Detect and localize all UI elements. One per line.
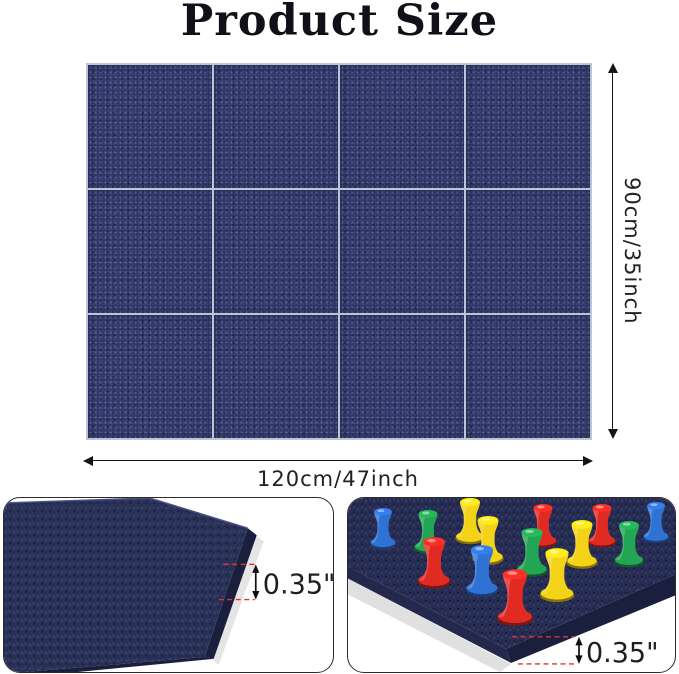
thickness-value: 0.35" bbox=[263, 570, 333, 601]
board-shadow bbox=[348, 578, 511, 672]
felt-tile bbox=[466, 315, 590, 438]
height-label-text: 90cm/35inch bbox=[620, 177, 644, 325]
push-pin-yellow bbox=[539, 548, 575, 603]
page-title: Product Size bbox=[180, 0, 499, 46]
felt-board-grid bbox=[86, 63, 592, 440]
felt-side-face bbox=[204, 528, 257, 659]
push-pin-red bbox=[496, 569, 534, 626]
felt-top-edge-highlight bbox=[4, 498, 248, 529]
felt-tile bbox=[214, 315, 338, 438]
thickness-arrow-down-icon bbox=[575, 655, 583, 664]
pins-detail-panel: 0.35" bbox=[347, 497, 676, 673]
thickness-detail-panel: 0.35" bbox=[3, 497, 334, 673]
push-pin-blue bbox=[369, 507, 397, 550]
felt-tile bbox=[340, 315, 464, 438]
height-dimension-label: 90cm/35inch bbox=[617, 64, 647, 438]
felt-tile bbox=[88, 65, 212, 188]
arrow-right-icon bbox=[583, 455, 593, 466]
height-arrow-line bbox=[612, 71, 613, 431]
felt-tile bbox=[466, 190, 590, 313]
felt-corner-illustration: 0.35" bbox=[4, 498, 333, 672]
push-pin-yellow bbox=[566, 520, 598, 569]
push-pin-green bbox=[614, 521, 644, 568]
felt-tile bbox=[340, 190, 464, 313]
felt-tile bbox=[214, 65, 338, 188]
arrow-left-icon bbox=[83, 455, 93, 466]
arrow-down-icon bbox=[607, 429, 618, 439]
push-pin-yellow bbox=[455, 498, 485, 545]
thickness-arrow-down-icon bbox=[252, 591, 260, 600]
width-arrow-line bbox=[91, 460, 585, 461]
push-pin-blue bbox=[465, 545, 499, 597]
pin-board-illustration: 0.35" bbox=[348, 498, 675, 672]
thickness-arrow-up-icon bbox=[252, 564, 260, 573]
felt-top-face bbox=[4, 498, 248, 672]
felt-tile bbox=[88, 190, 212, 313]
arrow-up-icon bbox=[607, 63, 618, 73]
board-right-side-face bbox=[506, 574, 675, 663]
board-left-side-face bbox=[348, 566, 511, 663]
felt-bottom-edge bbox=[24, 656, 214, 672]
felt-tile bbox=[214, 190, 338, 313]
push-pins-group bbox=[369, 498, 670, 626]
thickness-value: 0.35" bbox=[586, 638, 659, 669]
felt-corner-shadow bbox=[212, 536, 264, 665]
felt-tile bbox=[466, 65, 590, 188]
thickness-arrow-up-icon bbox=[575, 636, 583, 646]
felt-tile bbox=[340, 65, 464, 188]
push-pin-red bbox=[417, 537, 451, 589]
height-dimension-arrow bbox=[607, 63, 619, 439]
width-dimension-arrow bbox=[83, 455, 593, 467]
felt-tile bbox=[88, 315, 212, 438]
push-pin-blue bbox=[642, 501, 670, 544]
push-pin-red bbox=[587, 503, 617, 548]
width-dimension-label: 120cm/47inch bbox=[257, 467, 419, 491]
